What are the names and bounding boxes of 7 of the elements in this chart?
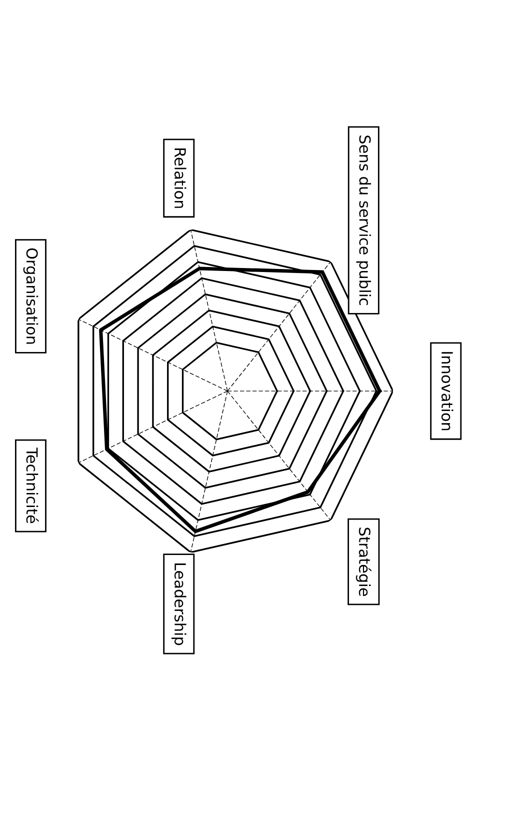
spoke-label: Stratégie [356, 528, 372, 596]
spoke-label: Organisation [23, 248, 38, 344]
spoke-label: Relation [174, 148, 186, 208]
spoke-label: Sens du service public [356, 136, 372, 306]
spoke-label: Innovation [441, 352, 454, 430]
spoke-label: Technicité [26, 448, 39, 524]
spoke-label: Leadership [171, 563, 186, 646]
